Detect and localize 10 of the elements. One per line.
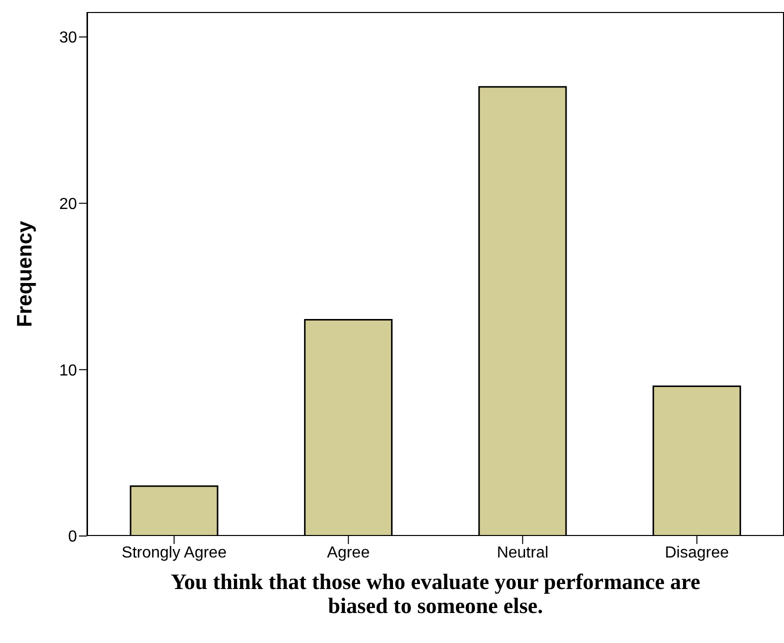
y-tick-label: 0 (68, 528, 78, 546)
x-tick-label: Strongly Agree (122, 544, 227, 562)
y-tick-label: 10 (59, 362, 78, 380)
x-tick-label: Neutral (496, 544, 548, 562)
x-tick-label: Disagree (664, 544, 729, 562)
x-tick-label: Agree (327, 544, 370, 562)
y-tick-label: 20 (59, 196, 78, 213)
y-axis-title: Frequency (13, 220, 36, 328)
y-tick-label: 30 (59, 30, 78, 47)
x-axis-title: You think that those who evaluate your performance are biased to someone else. (170, 569, 702, 618)
